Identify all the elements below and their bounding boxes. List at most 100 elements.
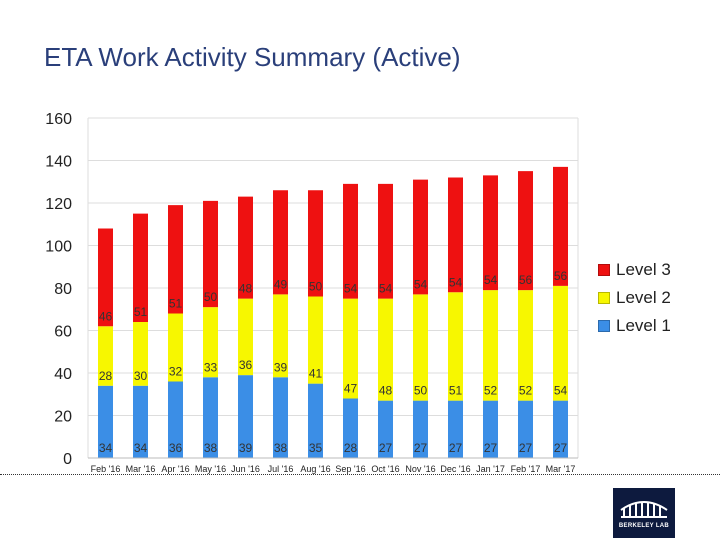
bar-value-label: 54 xyxy=(554,384,568,398)
bar-segment-level-2 xyxy=(483,290,498,401)
bar-segment-level-1 xyxy=(98,385,113,458)
y-tick-label: 120 xyxy=(45,196,72,213)
bar-segment-level-2 xyxy=(343,298,358,399)
bar-value-label: 36 xyxy=(239,358,253,372)
y-tick-label: 60 xyxy=(54,324,72,341)
legend-item-level-3: Level 3 xyxy=(598,256,671,284)
bar-value-label: 38 xyxy=(274,441,288,455)
bar-segment-level-1 xyxy=(308,383,323,458)
bar-segment-level-2 xyxy=(273,294,288,378)
bar-value-label: 28 xyxy=(344,441,358,455)
y-tick-label: 140 xyxy=(45,154,72,171)
bar-value-label: 38 xyxy=(204,441,218,455)
bar-segment-level-1 xyxy=(413,400,428,458)
bar-segment-level-2 xyxy=(448,292,463,401)
bar-segment-level-3 xyxy=(238,196,253,299)
bar-segment-level-1 xyxy=(203,377,218,458)
slide-title: ETA Work Activity Summary (Active) xyxy=(44,42,461,72)
bar-segment-level-1 xyxy=(273,377,288,458)
bar-value-label: 27 xyxy=(484,441,498,455)
bar-value-label: 50 xyxy=(204,290,218,304)
bar-segment-level-3 xyxy=(273,190,288,295)
bar-value-label: 54 xyxy=(344,282,358,296)
legend-item-level-1: Level 1 xyxy=(598,312,671,340)
x-tick-label: May '16 xyxy=(195,464,226,474)
bar-segment-level-2 xyxy=(378,298,393,401)
bar-value-label: 54 xyxy=(449,275,463,289)
bar-value-label: 39 xyxy=(239,441,253,455)
bar-segment-level-3 xyxy=(378,183,393,299)
bar-value-label: 46 xyxy=(99,309,113,323)
bar-segment-level-2 xyxy=(133,322,148,386)
bar-value-label: 30 xyxy=(134,369,148,383)
y-tick-label: 0 xyxy=(63,451,72,468)
bar-value-label: 27 xyxy=(554,441,568,455)
bar-segment-level-2 xyxy=(98,326,113,386)
bar-value-label: 27 xyxy=(379,441,393,455)
legend-label-level-2: Level 2 xyxy=(616,288,671,307)
bar-value-label: 27 xyxy=(519,441,533,455)
footer-divider xyxy=(0,474,720,475)
bar-value-label: 32 xyxy=(169,365,183,379)
bar-value-label: 27 xyxy=(414,441,428,455)
bar-value-label: 56 xyxy=(554,269,568,283)
bar-value-label: 36 xyxy=(169,441,183,455)
bar-segment-level-2 xyxy=(553,285,568,401)
chart-legend: Level 3 Level 2 Level 1 xyxy=(598,256,671,340)
bar-value-label: 54 xyxy=(379,282,393,296)
bar-segment-level-2 xyxy=(518,290,533,401)
bar-segment-level-1 xyxy=(553,400,568,458)
bar-value-label: 48 xyxy=(239,282,253,296)
bar-value-label: 35 xyxy=(309,441,323,455)
x-tick-label: Feb '16 xyxy=(91,464,121,474)
y-tick-label: 80 xyxy=(54,281,72,298)
bar-value-label: 52 xyxy=(484,384,498,398)
x-tick-label: Dec '16 xyxy=(440,464,470,474)
bar-value-label: 48 xyxy=(379,384,393,398)
x-tick-label: Mar '16 xyxy=(126,464,156,474)
bar-segment-level-3 xyxy=(518,171,533,291)
bar-segment-level-3 xyxy=(168,205,183,314)
bar-segment-level-3 xyxy=(553,166,568,286)
bar-segment-level-3 xyxy=(133,213,148,322)
logo-text: BERKELEY LAB xyxy=(618,523,670,529)
legend-label-level-3: Level 3 xyxy=(616,260,671,279)
bar-segment-level-3 xyxy=(343,183,358,299)
bar-segment-level-3 xyxy=(308,190,323,297)
bar-segment-level-2 xyxy=(203,307,218,378)
bar-value-label: 39 xyxy=(274,360,288,374)
y-tick-label: 40 xyxy=(54,366,72,383)
bar-value-label: 56 xyxy=(519,273,533,287)
legend-swatch-level-2 xyxy=(598,292,610,304)
bar-segment-level-2 xyxy=(168,313,183,382)
bar-value-label: 34 xyxy=(99,441,113,455)
bar-value-label: 27 xyxy=(449,441,463,455)
bar-value-label: 52 xyxy=(519,384,533,398)
legend-swatch-level-1 xyxy=(598,320,610,332)
bar-value-label: 50 xyxy=(414,384,428,398)
x-tick-label: Aug '16 xyxy=(300,464,330,474)
berkeley-lab-logo: BERKELEY LAB xyxy=(613,488,675,538)
bar-value-label: 51 xyxy=(449,384,463,398)
bar-value-label: 41 xyxy=(309,367,323,381)
x-tick-label: Oct '16 xyxy=(371,464,399,474)
bar-value-label: 54 xyxy=(414,277,428,291)
bar-segment-level-1 xyxy=(343,398,358,458)
legend-label-level-1: Level 1 xyxy=(616,316,671,335)
bar-value-label: 28 xyxy=(99,369,113,383)
bar-value-label: 51 xyxy=(134,305,148,319)
bar-segment-level-3 xyxy=(98,228,113,327)
x-tick-label: Feb '17 xyxy=(511,464,541,474)
bar-segment-level-3 xyxy=(413,179,428,295)
bar-value-label: 54 xyxy=(484,273,498,287)
bar-segment-level-1 xyxy=(238,375,253,458)
berkeley-lab-building-icon xyxy=(620,501,668,518)
x-tick-label: Jul '16 xyxy=(268,464,294,474)
legend-item-level-2: Level 2 xyxy=(598,284,671,312)
x-tick-label: Mar '17 xyxy=(546,464,576,474)
bar-segment-level-2 xyxy=(413,294,428,401)
bar-segment-level-2 xyxy=(238,298,253,376)
x-tick-label: Nov '16 xyxy=(405,464,435,474)
bar-value-label: 51 xyxy=(169,297,183,311)
